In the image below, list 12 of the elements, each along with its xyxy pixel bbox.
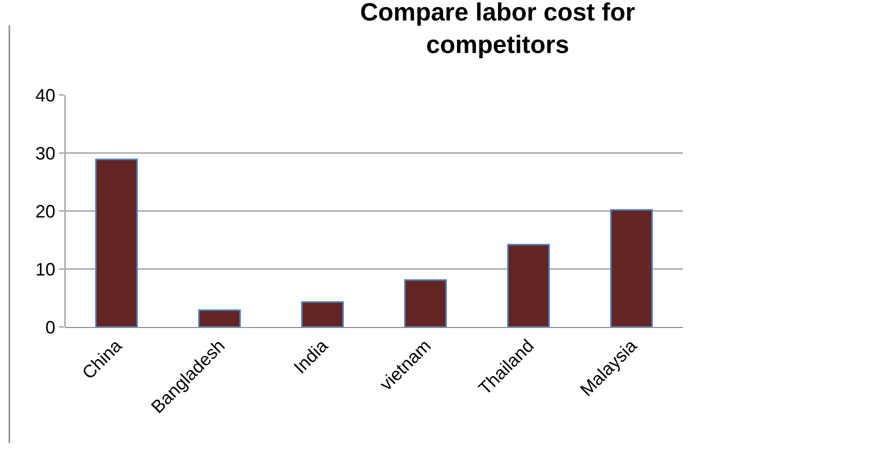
bar <box>301 301 344 327</box>
y-tick-label: 30 <box>35 143 56 164</box>
y-tick-label: 40 <box>35 85 56 106</box>
bar <box>404 279 447 327</box>
bar <box>610 209 653 327</box>
bar <box>507 244 550 327</box>
y-tick-label: 20 <box>35 201 56 222</box>
bar <box>198 309 241 327</box>
y-tick-label: 10 <box>35 259 56 280</box>
y-tick-label: 0 <box>45 317 56 338</box>
chart-title: Compare labor cost for competitors <box>360 0 636 59</box>
bar <box>95 158 138 327</box>
